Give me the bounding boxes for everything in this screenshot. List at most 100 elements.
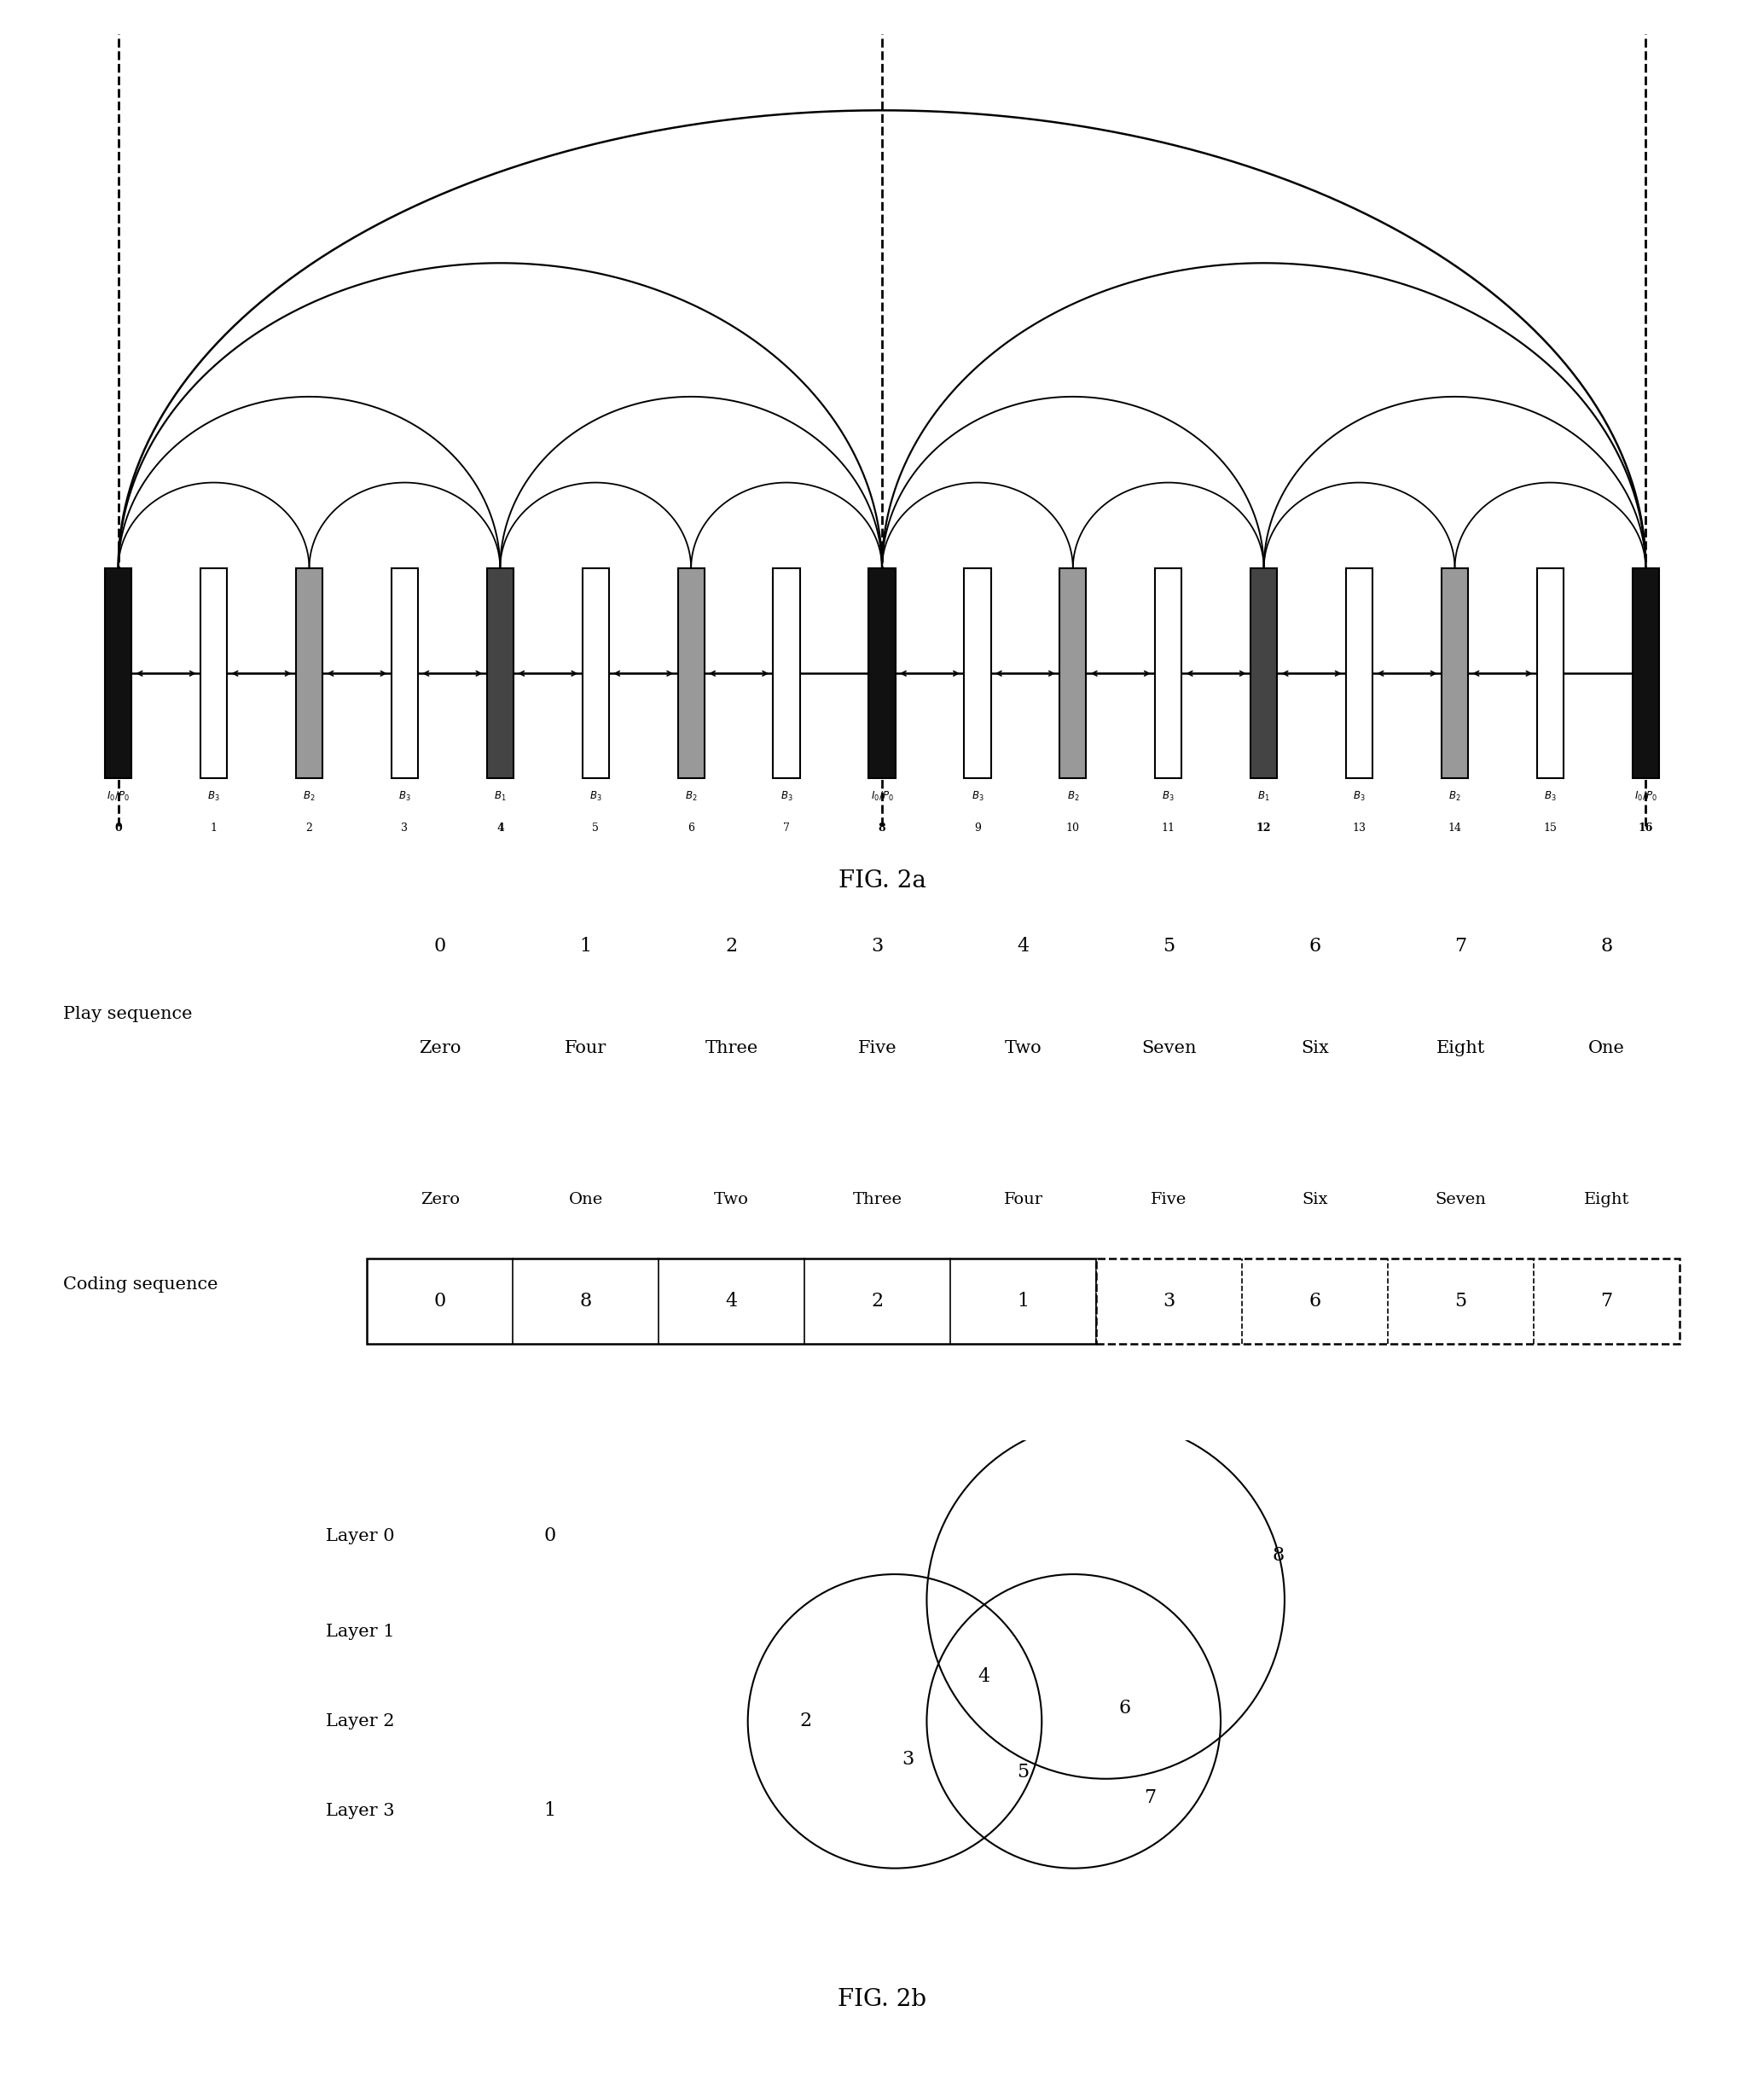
Text: 4: 4 (1018, 937, 1028, 956)
Text: 14: 14 (1448, 822, 1462, 833)
Bar (296, 568, 323, 778)
Text: Six: Six (1302, 1192, 1328, 1208)
Bar (1441, 568, 1468, 778)
Text: $B_{1}$: $B_{1}$ (1258, 789, 1270, 803)
Text: 5: 5 (1162, 937, 1175, 956)
Text: 6: 6 (1309, 1292, 1321, 1311)
Bar (1536, 568, 1563, 778)
Text: Coding sequence: Coding sequence (64, 1277, 219, 1294)
Text: 16: 16 (1639, 822, 1653, 833)
Text: 2: 2 (725, 937, 737, 956)
Text: Layer 3: Layer 3 (326, 1803, 395, 1820)
Text: 0: 0 (543, 1526, 556, 1544)
Text: 10: 10 (1065, 822, 1080, 833)
Text: $I_0/P_0$: $I_0/P_0$ (108, 789, 131, 803)
Text: 1: 1 (580, 937, 591, 956)
Text: 3: 3 (400, 822, 407, 833)
Text: $B_{3}$: $B_{3}$ (972, 789, 984, 803)
Text: 3: 3 (871, 937, 884, 956)
Text: 4: 4 (725, 1292, 737, 1311)
Text: One: One (568, 1192, 603, 1208)
Text: $B_{3}$: $B_{3}$ (399, 789, 411, 803)
Text: $B_{2}$: $B_{2}$ (1448, 789, 1461, 803)
Bar (1095, 1258, 1679, 1344)
Text: 8: 8 (1600, 937, 1612, 956)
Text: 1: 1 (210, 822, 217, 833)
Bar (773, 568, 799, 778)
Bar (1632, 568, 1660, 778)
Text: $B_{1}$: $B_{1}$ (494, 789, 506, 803)
Bar (1155, 568, 1182, 778)
Text: 15: 15 (1544, 822, 1558, 833)
Bar (367, 1258, 1095, 1344)
Text: Five: Five (1150, 1192, 1187, 1208)
Text: 7: 7 (783, 822, 790, 833)
Text: Three: Three (852, 1192, 901, 1208)
Text: Zero: Zero (420, 1192, 459, 1208)
Text: $B_{2}$: $B_{2}$ (684, 789, 697, 803)
Text: Seven: Seven (1436, 1192, 1485, 1208)
Text: 0: 0 (115, 822, 122, 833)
Text: Two: Two (1004, 1039, 1043, 1056)
Text: Four: Four (1004, 1192, 1043, 1208)
Text: 7: 7 (1145, 1789, 1157, 1807)
Text: Five: Five (857, 1039, 896, 1056)
Text: 13: 13 (1353, 822, 1365, 833)
Text: 3: 3 (1162, 1292, 1175, 1311)
Text: 2: 2 (799, 1711, 811, 1730)
Text: $B_{2}$: $B_{2}$ (1067, 789, 1080, 803)
Bar (1346, 568, 1372, 778)
Bar (582, 568, 609, 778)
Text: $I_0/P_0$: $I_0/P_0$ (1633, 789, 1656, 803)
Text: 8: 8 (878, 822, 886, 833)
Bar (965, 568, 991, 778)
Bar (868, 568, 896, 778)
Text: Zero: Zero (418, 1039, 460, 1056)
Text: Four: Four (564, 1039, 607, 1056)
Text: 6: 6 (1118, 1699, 1131, 1718)
Bar (392, 568, 418, 778)
Text: 5: 5 (593, 822, 600, 833)
Bar (677, 568, 704, 778)
Text: Layer 0: Layer 0 (326, 1528, 395, 1544)
Text: 8: 8 (580, 1292, 591, 1311)
Text: 0: 0 (434, 1292, 446, 1311)
Text: $B_{3}$: $B_{3}$ (208, 789, 220, 803)
Text: Two: Two (714, 1192, 750, 1208)
Text: Eight: Eight (1584, 1192, 1630, 1208)
Text: 2: 2 (871, 1292, 884, 1311)
Bar (104, 568, 132, 778)
Bar (1251, 568, 1277, 778)
Text: $B_{3}$: $B_{3}$ (780, 789, 792, 803)
Text: Play sequence: Play sequence (64, 1006, 192, 1023)
Text: 4: 4 (496, 822, 505, 833)
Text: $B_{3}$: $B_{3}$ (1544, 789, 1556, 803)
Bar (487, 568, 513, 778)
Text: 5: 5 (1016, 1764, 1028, 1782)
Text: $B_{2}$: $B_{2}$ (303, 789, 316, 803)
Text: 5: 5 (1455, 1292, 1466, 1311)
Text: 12: 12 (1256, 822, 1272, 833)
Text: FIG. 2a: FIG. 2a (838, 868, 926, 893)
Text: Layer 2: Layer 2 (326, 1713, 395, 1730)
Text: Seven: Seven (1141, 1039, 1196, 1056)
Text: 6: 6 (1309, 937, 1321, 956)
Text: Six: Six (1300, 1039, 1328, 1056)
Text: 7: 7 (1600, 1292, 1612, 1311)
Bar (1060, 568, 1087, 778)
Text: Three: Three (706, 1039, 759, 1056)
Text: 1: 1 (543, 1801, 556, 1820)
Text: $B_{3}$: $B_{3}$ (589, 789, 602, 803)
Bar (201, 568, 228, 778)
Text: $B_{3}$: $B_{3}$ (1162, 789, 1175, 803)
Text: Layer 1: Layer 1 (326, 1624, 395, 1640)
Text: One: One (1588, 1039, 1625, 1056)
Text: $B_{3}$: $B_{3}$ (1353, 789, 1365, 803)
Text: 3: 3 (901, 1751, 914, 1770)
Text: FIG. 2b: FIG. 2b (838, 1987, 926, 2012)
Text: 9: 9 (974, 822, 981, 833)
Text: 11: 11 (1161, 822, 1175, 833)
Text: 1: 1 (1018, 1292, 1028, 1311)
Text: 4: 4 (979, 1668, 990, 1686)
Text: $I_0/P_0$: $I_0/P_0$ (871, 789, 893, 803)
